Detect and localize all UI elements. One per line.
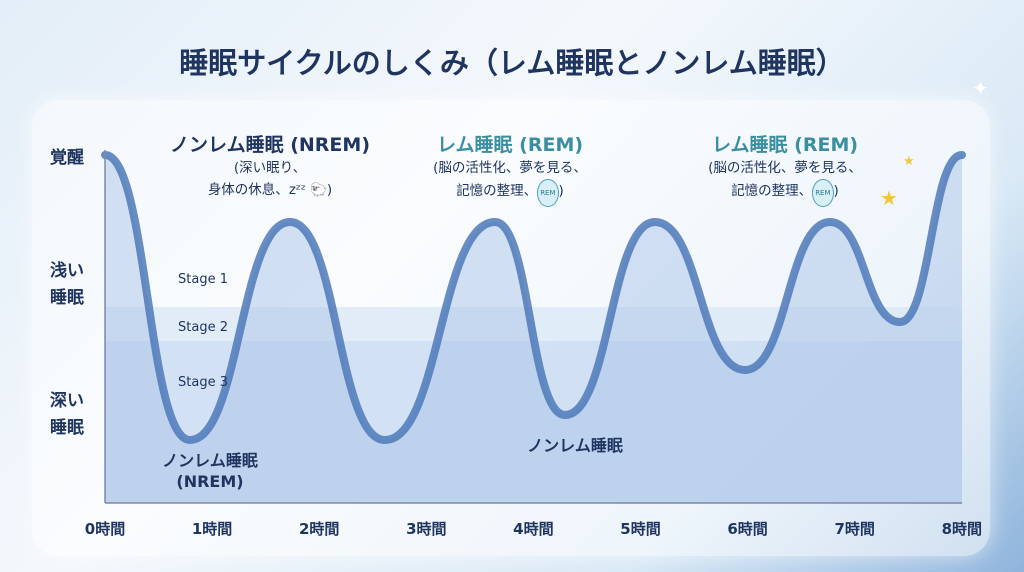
page-title: 睡眠サイクルのしくみ（レム睡眠とノンレム睡眠）	[179, 46, 845, 80]
annotation-rem-2: レム睡眠 (REM) (脳の活性化、夢を見る、 記憶の整理、 REM)	[675, 130, 895, 207]
y-label-light-2: 睡眠	[50, 288, 84, 308]
nrem-label-text: ノンレム睡眠	[162, 451, 258, 470]
y-label-light: 浅い 睡眠	[50, 258, 84, 312]
x-tick-label: 5時間	[620, 520, 661, 538]
x-tick-label: 4時間	[513, 520, 554, 538]
x-tick-label: 3時間	[406, 520, 447, 538]
annotation-line: (脳の活性化、夢を見る、	[433, 160, 587, 176]
y-label-deep-2: 睡眠	[50, 418, 84, 438]
annotation-rem-1: レム睡眠 (REM) (脳の活性化、夢を見る、 記憶の整理、 REM)	[400, 130, 620, 207]
x-tick-label: 6時間	[727, 520, 768, 538]
annotation-line: (深い眠り、	[233, 160, 307, 176]
annotation-heading: ノンレム睡眠 (NREM)	[169, 134, 371, 156]
zzz-icon: zᶻᶻ	[288, 182, 306, 198]
sheep-icon: 🐑	[310, 182, 327, 198]
rem-bubble-icon: REM	[537, 179, 559, 207]
nrem-label-2: ノンレム睡眠	[527, 436, 623, 455]
x-tick-label: 1時間	[191, 520, 233, 538]
x-tick-label: 0時間	[84, 520, 126, 538]
paren: )	[558, 183, 564, 199]
stage-1-label: Stage 1	[178, 272, 228, 287]
stage-3-label: Stage 3	[178, 375, 228, 390]
paren: )	[326, 182, 333, 198]
star-icon: ★	[880, 186, 898, 210]
sleep-curve	[101, 151, 966, 445]
x-tick-label: 2時間	[298, 520, 340, 538]
annotation-line: (脳の活性化、夢を見る、	[708, 160, 862, 176]
y-label-deep: 深い 睡眠	[50, 388, 84, 442]
y-label-deep-1: 深い	[50, 391, 84, 411]
annotation-line: 記憶の整理、	[731, 183, 813, 199]
star-icon: ★	[903, 154, 915, 169]
stage-2-label: Stage 2	[178, 320, 228, 335]
x-tick-label: 8時間	[941, 520, 983, 538]
rem-bubble-icon: REM	[812, 179, 834, 207]
x-tick-label: 7時間	[834, 520, 875, 538]
curve-fill	[105, 155, 962, 503]
annotation-nrem: ノンレム睡眠 (NREM) (深い眠り、 身体の休息、zᶻᶻ 🐑)	[160, 130, 380, 201]
annotation-heading: レム睡眠 (REM)	[711, 134, 859, 156]
annotation-heading: レム睡眠 (REM)	[436, 134, 584, 156]
nrem-label-abbr: (NREM)	[176, 472, 244, 491]
sparkle-icon: ✦	[972, 76, 989, 100]
annotation-line: 身体の休息、	[207, 182, 289, 198]
y-label-awake: 覚醒	[50, 148, 84, 168]
nrem-label-1: ノンレム睡眠 (NREM)	[140, 450, 280, 492]
y-label-light-1: 浅い	[50, 261, 84, 281]
paren: )	[833, 183, 839, 199]
annotation-line: 記憶の整理、	[456, 183, 538, 199]
